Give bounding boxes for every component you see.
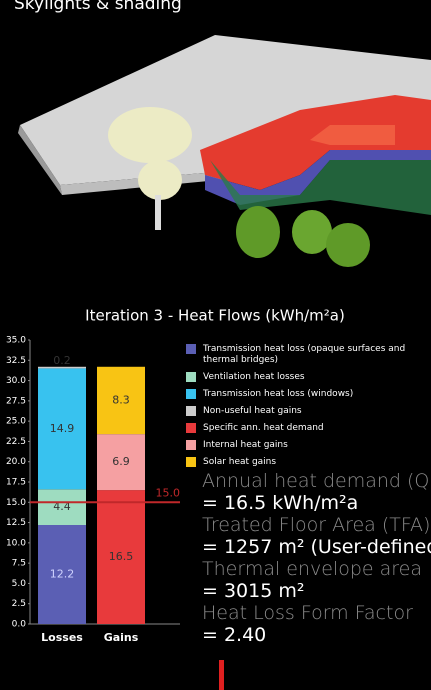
legend-item: Solar heat gains [186,457,431,468]
y-tick-label: 0.0 [12,620,27,630]
legend-label: Non-useful heat gains [203,406,302,416]
bar-segment [38,489,86,526]
info-label: Annual heat demand (QH) [202,470,431,492]
legend-label: Internal heat gains [203,440,288,450]
legend-item: Ventilation heat losses [186,372,431,383]
info-value: = 2.40 [202,624,267,646]
y-tick-label: 10.0 [6,538,26,548]
info-value: = 16.5 kWh/m²a [202,492,359,514]
info-label: Thermal envelope area [202,558,423,580]
indicator-bar [219,660,224,690]
bar-segment [38,366,86,369]
y-tick-label: 20.0 [6,457,26,467]
info-label: Heat Loss Form Factor [202,602,413,624]
bar-segment [97,434,145,491]
y-tick-label: 35.0 [6,336,26,346]
legend-swatch [186,440,196,450]
y-tick-label: 22.5 [6,437,26,447]
y-tick-label: 27.5 [6,396,26,406]
legend-label: Specific ann. heat demand [203,423,324,433]
legend-label: Transmission heat loss (opaque surfaces … [203,344,406,365]
legend-swatch [186,406,196,416]
data-label: 14.9 [50,422,75,435]
legend-item: Internal heat gains [186,440,431,451]
legend-swatch [186,457,196,467]
info-panel: Annual heat demand (QH) = 16.5 kWh/m²a Tre… [202,470,431,646]
y-tick-label: 30.0 [6,376,26,386]
y-tick-label: 7.5 [12,559,26,569]
building-illustration [18,35,431,267]
y-tick-label: 2.5 [12,599,26,609]
data-label: 4.4 [53,500,71,513]
legend-swatch [186,372,196,382]
bar-segment [97,490,145,624]
bar-segment [97,366,145,435]
info-label: Treated Floor Area (TFA) [202,514,431,536]
legend-item: Transmission heat loss (windows) [186,389,431,400]
legend-label: Ventilation heat losses [203,372,305,382]
legend-item: Non-useful heat gains [186,406,431,417]
data-label: 16.5 [109,550,134,563]
bar-segment [38,368,86,490]
section-title: Skylights & shading [14,0,182,14]
x-tick-label: Gains [104,631,139,644]
chart-title: Iteration 3 - Heat Flows (kWh/m²a) [85,307,345,325]
legend: Transmission heat loss (opaque surfaces … [186,344,431,474]
y-tick-label: 15.0 [6,498,26,508]
y-tick-label: 32.5 [6,356,26,366]
data-label: 8.3 [112,393,130,406]
y-tick-label: 17.5 [6,478,26,488]
info-value: = 3015 m² [202,580,305,602]
bar-segment [38,525,86,624]
legend-item: Specific ann. heat demand [186,423,431,434]
legend-swatch [186,344,196,354]
data-label: 0.2 [53,354,71,367]
y-tick-label: 5.0 [12,579,27,589]
legend-swatch [186,423,196,433]
info-value: = 1257 m² (User-defined) [202,536,431,558]
threshold-label: 15.0 [156,486,181,499]
legend-label: Transmission heat loss (windows) [203,389,354,399]
y-tick-label: 12.5 [6,518,26,528]
data-label: 12.2 [50,568,75,581]
legend-label: Solar heat gains [203,457,277,467]
legend-swatch [186,389,196,399]
data-label: 6.9 [112,455,130,468]
x-tick-label: Losses [41,631,83,644]
y-tick-label: 25.0 [6,417,26,427]
legend-item: Transmission heat loss (opaque surfaces … [186,344,431,366]
